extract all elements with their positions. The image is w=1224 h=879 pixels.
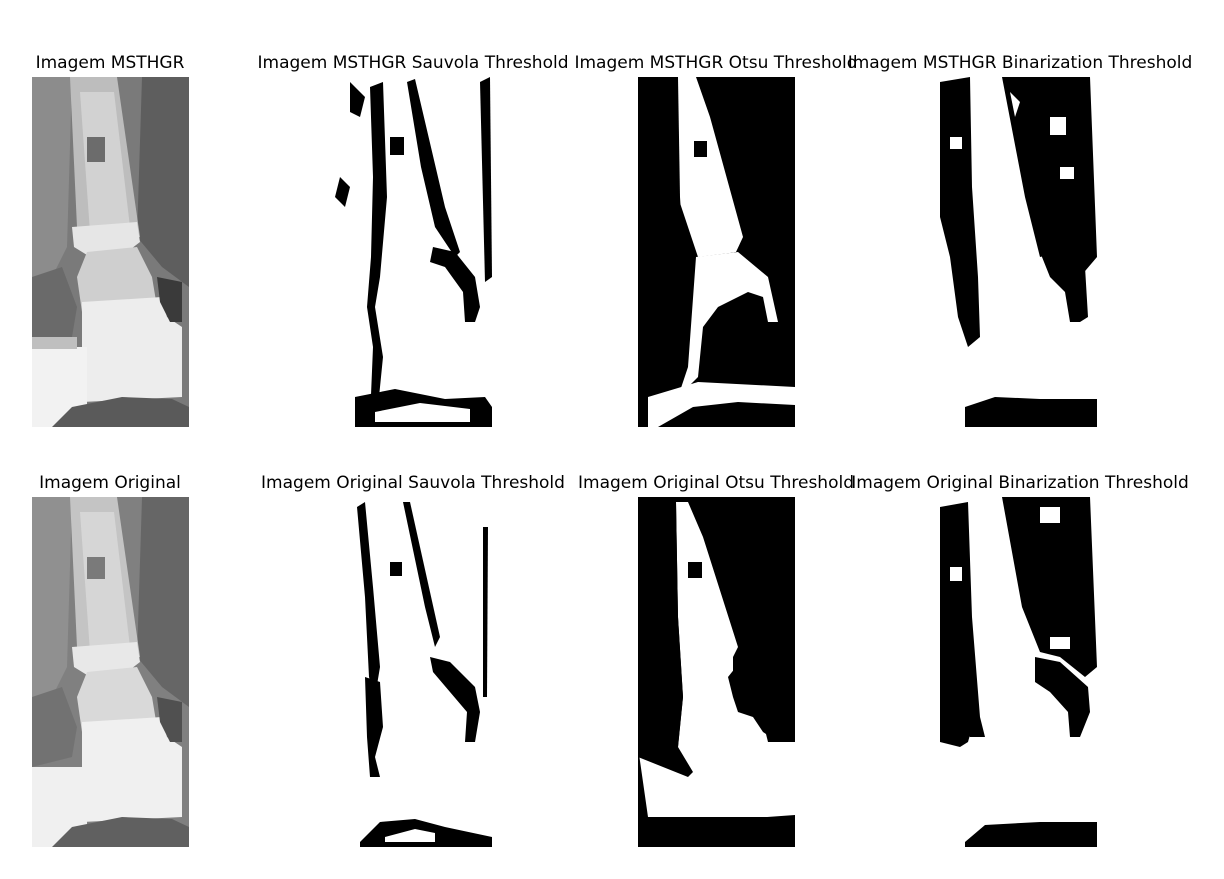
title-original-sauvola: Imagem Original Sauvola Threshold [261,473,565,493]
original-image [32,497,189,847]
original-sauvola-image [335,497,492,847]
msthgr-otsu-image [638,77,795,427]
title-msthgr-sauvola: Imagem MSTHGR Sauvola Threshold [257,53,569,73]
msthgr-binarization-image [940,77,1097,427]
title-original-otsu: Imagem Original Otsu Threshold [578,473,854,493]
msthgr-sauvola-image [335,77,492,427]
title-original: Imagem Original [39,473,181,493]
title-msthgr-binarization: Imagem MSTHGR Binarization Threshold [847,53,1193,73]
title-msthgr-otsu: Imagem MSTHGR Otsu Threshold [574,53,858,73]
msthgr-image [32,77,189,427]
title-original-binarization: Imagem Original Binarization Threshold [851,473,1189,493]
original-otsu-image [638,497,795,847]
original-binarization-image [940,497,1097,847]
title-msthgr: Imagem MSTHGR [35,53,185,73]
